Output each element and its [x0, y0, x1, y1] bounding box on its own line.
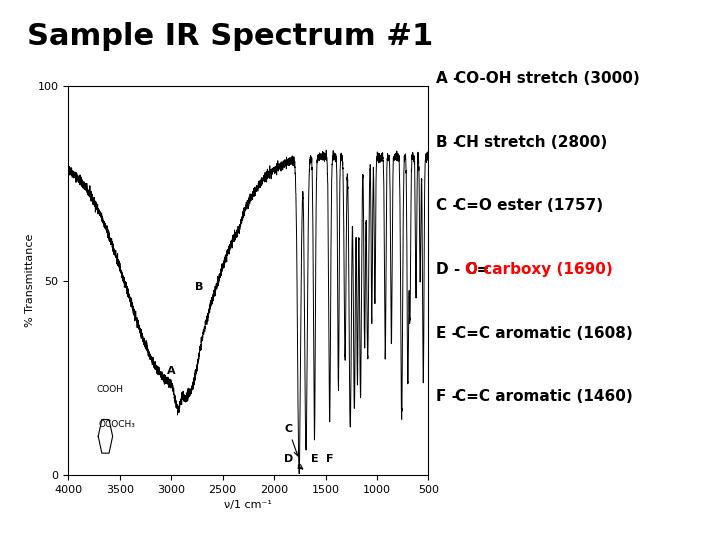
Text: COOH: COOH — [96, 385, 123, 394]
Text: B -: B - — [436, 134, 464, 150]
Text: F -: F - — [436, 389, 463, 404]
Text: Sample IR Spectrum #1: Sample IR Spectrum #1 — [27, 22, 433, 51]
Text: OCOCH₃: OCOCH₃ — [99, 420, 135, 429]
Text: O carboxy (1690): O carboxy (1690) — [465, 262, 613, 277]
Text: B: B — [195, 282, 203, 293]
Text: C=C aromatic (1460): C=C aromatic (1460) — [455, 389, 633, 404]
Text: CO-OH stretch (3000): CO-OH stretch (3000) — [455, 71, 640, 86]
Text: C -: C - — [436, 198, 464, 213]
Text: D: D — [284, 454, 302, 469]
Text: A -: A - — [436, 71, 464, 86]
Y-axis label: % Transmittance: % Transmittance — [25, 234, 35, 327]
Text: C: C — [284, 424, 298, 456]
Text: C=O ester (1757): C=O ester (1757) — [455, 198, 603, 213]
Text: CH stretch (2800): CH stretch (2800) — [455, 134, 608, 150]
Text: A: A — [167, 366, 176, 376]
Text: E -: E - — [436, 326, 463, 341]
Text: D - C=: D - C= — [436, 262, 489, 277]
Text: C=C aromatic (1608): C=C aromatic (1608) — [455, 326, 633, 341]
Text: F: F — [326, 454, 333, 463]
X-axis label: ν/1 cm⁻¹: ν/1 cm⁻¹ — [225, 501, 272, 510]
Text: E: E — [310, 454, 318, 463]
